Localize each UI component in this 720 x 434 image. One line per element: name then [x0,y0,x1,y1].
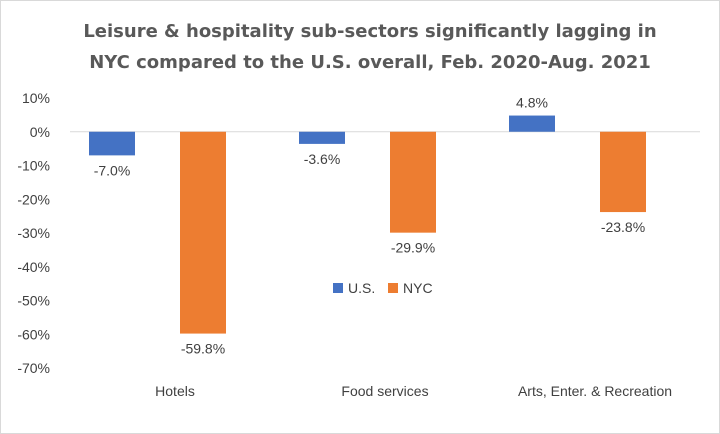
bar-us [509,115,555,132]
x-tick-label: Arts, Enter. & Recreation [518,383,672,399]
data-label: -59.8% [181,341,225,357]
data-label: -7.0% [94,162,131,178]
y-tick-label: -50% [17,293,50,309]
y-tick-label: -30% [17,225,50,241]
y-tick-label: -40% [17,259,50,275]
bar-us [89,131,135,156]
data-label: -3.6% [304,151,341,167]
legend-swatch-us [333,283,343,293]
y-tick-label: -20% [17,191,50,207]
bar-us [299,131,345,144]
y-tick-label: 0% [30,124,50,140]
bar-nyc [390,131,436,233]
data-label: -29.9% [391,240,435,256]
y-tick-label: -10% [17,158,50,174]
y-tick-label: -60% [17,326,50,342]
y-tick-label: -70% [17,360,50,376]
bar-nyc [180,131,226,334]
chart-title: Leisure & hospitality sub-sectors signif… [83,21,657,73]
legend-label: NYC [403,280,433,296]
x-tick-label: Food services [341,383,428,399]
data-label: 4.8% [516,95,548,111]
bar-nyc [600,131,646,213]
legend-swatch-nyc [388,283,398,293]
x-tick-label: Hotels [155,383,195,399]
legend-label: U.S. [348,280,375,296]
y-tick-label: 10% [22,90,50,106]
data-label: -23.8% [601,219,645,235]
